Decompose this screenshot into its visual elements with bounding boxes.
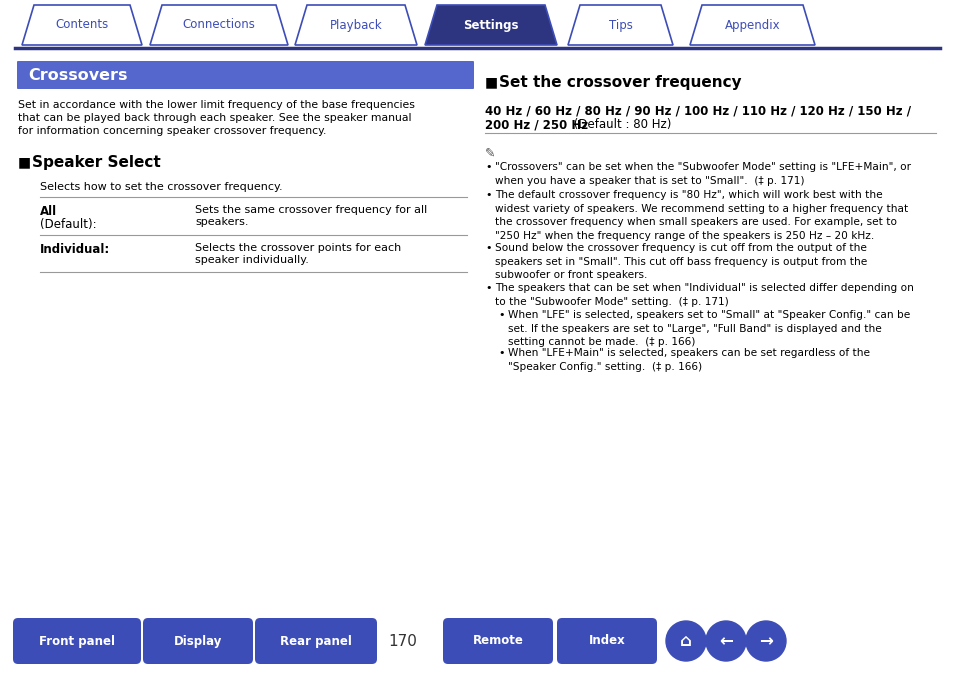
Text: Sound below the crossover frequency is cut off from the output of the
speakers s: Sound below the crossover frequency is c…: [495, 243, 866, 280]
Text: Connections: Connections: [182, 18, 255, 32]
Text: •: •: [484, 190, 491, 200]
Text: •: •: [484, 243, 491, 253]
Text: Index: Index: [588, 635, 625, 647]
Text: Contents: Contents: [55, 18, 109, 32]
Text: ✎: ✎: [484, 147, 495, 160]
Text: When "LFE+Main" is selected, speakers can be set regardless of the
"Speaker Conf: When "LFE+Main" is selected, speakers ca…: [507, 348, 869, 371]
Polygon shape: [22, 5, 142, 45]
Circle shape: [745, 621, 785, 661]
Text: (Default):: (Default):: [40, 218, 96, 231]
Circle shape: [665, 621, 705, 661]
Text: ←: ←: [719, 632, 732, 650]
Text: Set the crossover frequency: Set the crossover frequency: [498, 75, 740, 90]
Text: Appendix: Appendix: [724, 18, 780, 32]
Text: Settings: Settings: [463, 18, 518, 32]
Text: 170: 170: [388, 633, 417, 649]
Text: →: →: [759, 632, 772, 650]
Text: ⌂: ⌂: [679, 632, 691, 650]
Text: Selects the crossover points for each: Selects the crossover points for each: [194, 243, 401, 253]
Text: Selects how to set the crossover frequency.: Selects how to set the crossover frequen…: [40, 182, 282, 192]
Text: •: •: [497, 310, 504, 320]
Text: for information concerning speaker crossover frequency.: for information concerning speaker cross…: [18, 126, 326, 136]
Polygon shape: [424, 5, 557, 45]
Text: Playback: Playback: [330, 18, 382, 32]
Text: The speakers that can be set when "Individual" is selected differ depending on
t: The speakers that can be set when "Indiv…: [495, 283, 913, 307]
Text: Tips: Tips: [608, 18, 632, 32]
Text: ■: ■: [18, 155, 31, 169]
Text: Front panel: Front panel: [39, 635, 115, 647]
Polygon shape: [689, 5, 814, 45]
FancyBboxPatch shape: [143, 618, 253, 664]
Text: The default crossover frequency is "80 Hz", which will work best with the
widest: The default crossover frequency is "80 H…: [495, 190, 907, 241]
Text: When "LFE" is selected, speakers set to "Small" at "Speaker Config." can be
set.: When "LFE" is selected, speakers set to …: [507, 310, 909, 347]
FancyBboxPatch shape: [254, 618, 376, 664]
Polygon shape: [567, 5, 672, 45]
Text: ■: ■: [484, 75, 497, 89]
Text: that can be played back through each speaker. See the speaker manual: that can be played back through each spe…: [18, 113, 411, 123]
Text: All: All: [40, 205, 57, 218]
Circle shape: [705, 621, 745, 661]
FancyBboxPatch shape: [442, 618, 553, 664]
FancyBboxPatch shape: [17, 61, 474, 89]
Text: •: •: [484, 162, 491, 172]
Polygon shape: [294, 5, 416, 45]
Text: •: •: [497, 348, 504, 358]
Text: Speaker Select: Speaker Select: [32, 155, 161, 170]
Text: Display: Display: [173, 635, 222, 647]
Text: "Crossovers" can be set when the "Subwoofer Mode" setting is "LFE+Main", or
when: "Crossovers" can be set when the "Subwoo…: [495, 162, 910, 186]
FancyBboxPatch shape: [557, 618, 657, 664]
Text: Sets the same crossover frequency for all: Sets the same crossover frequency for al…: [194, 205, 427, 215]
Text: speakers.: speakers.: [194, 217, 248, 227]
Text: Rear panel: Rear panel: [280, 635, 352, 647]
Text: 200 Hz / 250 Hz: 200 Hz / 250 Hz: [484, 118, 587, 131]
FancyBboxPatch shape: [13, 618, 141, 664]
Text: Crossovers: Crossovers: [28, 67, 128, 83]
Text: 40 Hz / 60 Hz / 80 Hz / 90 Hz / 100 Hz / 110 Hz / 120 Hz / 150 Hz /: 40 Hz / 60 Hz / 80 Hz / 90 Hz / 100 Hz /…: [484, 105, 910, 118]
Text: Individual:: Individual:: [40, 243, 111, 256]
Polygon shape: [150, 5, 288, 45]
Text: Set in accordance with the lower limit frequency of the base frequencies: Set in accordance with the lower limit f…: [18, 100, 415, 110]
Text: (Default : 80 Hz): (Default : 80 Hz): [569, 118, 671, 131]
Text: speaker individually.: speaker individually.: [194, 255, 309, 265]
Text: •: •: [484, 283, 491, 293]
Text: Remote: Remote: [472, 635, 523, 647]
